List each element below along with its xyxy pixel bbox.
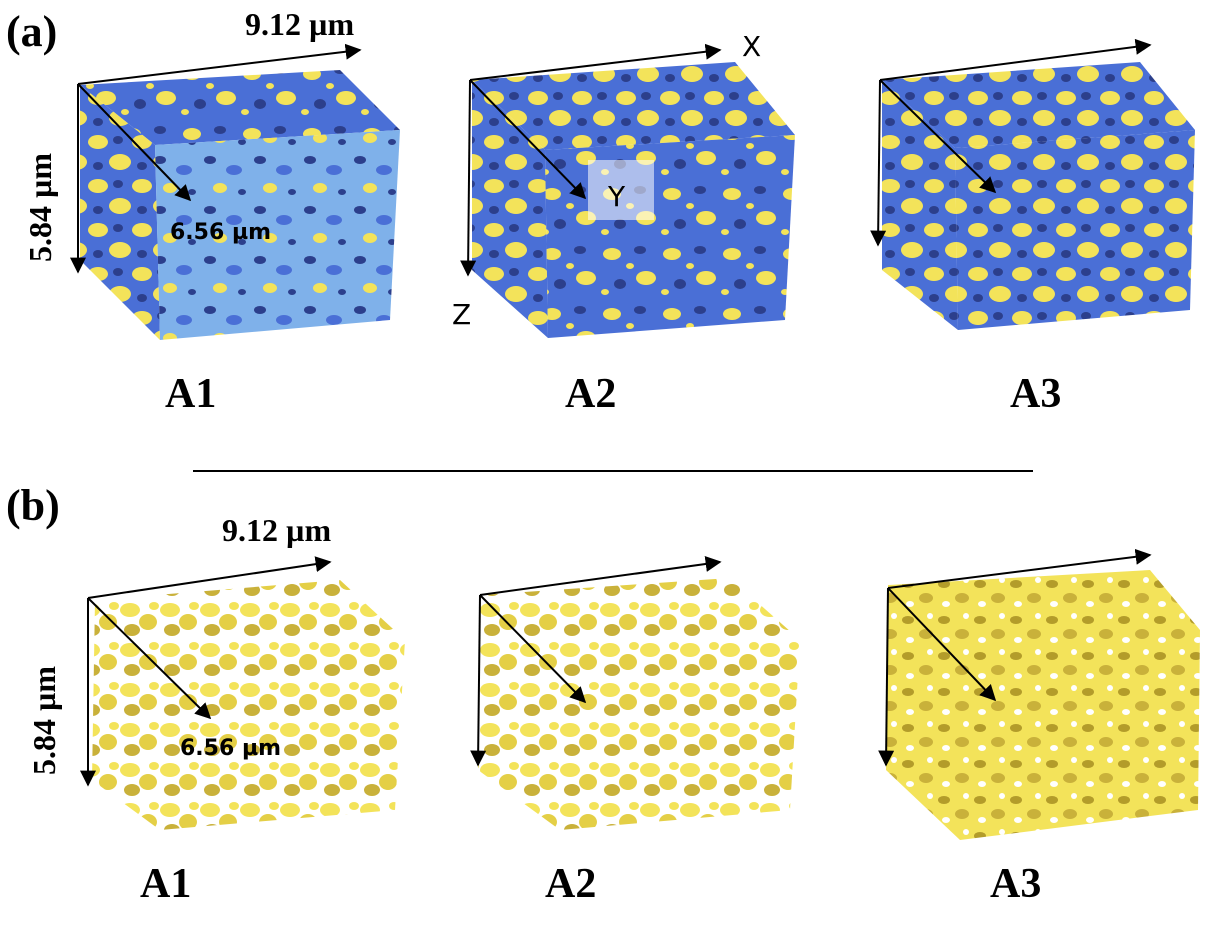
axis-x-label: X	[742, 30, 762, 63]
structure-b1	[92, 580, 405, 830]
sample-label-a2: A2	[565, 371, 617, 417]
sample-label-b2: A2	[545, 861, 597, 907]
width-label-a: 9.12 µm	[245, 6, 355, 42]
structure-b2	[478, 578, 800, 830]
width-label-b: 9.12 µm	[222, 512, 332, 548]
depth-label-b: 6.56 µm	[180, 736, 282, 761]
cube-a1	[80, 70, 400, 340]
depth-label-a: 6.56 µm	[170, 220, 272, 245]
sample-label-b3: A3	[990, 861, 1042, 907]
cube-a2	[472, 62, 795, 338]
panel-divider	[193, 470, 1033, 472]
structure-b3	[886, 570, 1200, 840]
sample-label-a3: A3	[1010, 371, 1062, 417]
axis-arrows-b	[80, 548, 1152, 787]
axis-z-label: Z	[452, 298, 472, 331]
panel-label-a: (a)	[6, 7, 58, 56]
panel-label-b: (b)	[6, 481, 60, 530]
axis-y-label: Y	[608, 180, 626, 213]
sample-label-a1: A1	[165, 371, 217, 417]
axis-arrows-a	[70, 38, 1152, 277]
sample-label-b1: A1	[140, 861, 192, 907]
height-label-b: 5.84 µm	[26, 665, 62, 775]
cube-a3	[882, 62, 1195, 330]
height-label-a: 5.84 µm	[22, 152, 58, 262]
